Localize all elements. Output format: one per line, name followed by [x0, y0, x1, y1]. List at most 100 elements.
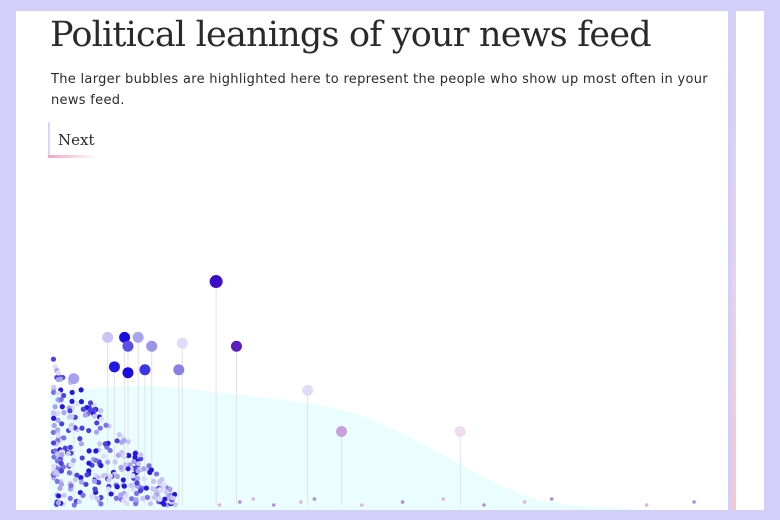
small-dot [91, 478, 98, 484]
small-dot [107, 447, 113, 454]
small-dot [55, 417, 61, 423]
small-dot [50, 440, 57, 446]
small-dot [76, 499, 82, 505]
small-dot [54, 478, 60, 484]
small-dot [71, 502, 77, 508]
small-dot [79, 425, 85, 431]
small-dot [137, 488, 144, 494]
small-dot [78, 387, 84, 393]
small-dot [169, 495, 175, 501]
small-dot [59, 452, 65, 458]
small-dot [482, 503, 486, 507]
small-dot [98, 501, 104, 507]
highlighted-bubble[interactable] [454, 426, 466, 437]
small-dot [62, 445, 68, 451]
small-dot [69, 398, 75, 404]
small-dot [61, 392, 67, 399]
small-dot [238, 500, 242, 504]
small-dot [143, 485, 149, 491]
small-dot [84, 472, 90, 478]
small-dot [79, 455, 85, 461]
small-dot [96, 479, 102, 486]
small-dot [68, 483, 74, 489]
small-dot [271, 503, 276, 507]
small-dot [51, 384, 57, 390]
highlighted-bubble[interactable] [176, 337, 188, 349]
small-dot [67, 495, 73, 501]
small-dot [70, 457, 77, 464]
highlighted-bubble[interactable] [119, 331, 131, 343]
small-dot [50, 356, 57, 362]
small-dot [120, 477, 126, 483]
highlighted-bubble[interactable] [173, 364, 185, 376]
small-dot [644, 503, 649, 507]
highlighted-bubble[interactable] [336, 426, 348, 437]
small-dot [57, 485, 63, 491]
small-dot [123, 493, 129, 499]
small-dot [89, 494, 95, 500]
small-dot [68, 425, 74, 432]
small-dot [133, 501, 139, 507]
small-dot [91, 407, 98, 413]
small-dot [138, 452, 144, 458]
small-dot [51, 422, 57, 429]
small-dot [133, 490, 140, 497]
small-dot [549, 497, 554, 501]
small-dot [157, 486, 163, 493]
highlighted-bubble[interactable] [146, 340, 158, 352]
highlighted-bubble[interactable] [122, 340, 134, 352]
small-dot [113, 495, 120, 501]
small-dot [56, 493, 62, 499]
small-dot [161, 482, 168, 488]
small-dot [112, 459, 118, 465]
page-title: Political leanings of your news feed [50, 15, 652, 55]
story-card: Political leanings of your news feed The… [16, 11, 728, 510]
small-dot [115, 452, 121, 458]
small-dot [87, 407, 93, 413]
small-dot [138, 456, 144, 462]
small-dot [135, 461, 142, 467]
small-dot [98, 408, 104, 414]
small-dot [78, 479, 85, 485]
highlighted-bubble[interactable] [139, 364, 151, 376]
highlighted-bubble[interactable] [68, 373, 80, 385]
small-dot [67, 408, 73, 414]
highlighted-bubble[interactable] [108, 361, 120, 373]
bubble-chart [50, 275, 728, 510]
small-dot [86, 460, 92, 466]
small-dot [74, 472, 80, 478]
small-dot [114, 473, 120, 480]
small-dot [135, 468, 141, 474]
small-dot [151, 478, 157, 484]
small-dot [55, 500, 62, 506]
highlighted-bubble[interactable] [102, 331, 114, 343]
highlighted-bubble[interactable] [302, 384, 314, 396]
small-dot [58, 376, 64, 382]
highlighted-bubble[interactable] [230, 340, 242, 352]
small-dot [114, 438, 120, 444]
small-dot [94, 420, 100, 426]
small-dot [61, 492, 67, 498]
small-dot [106, 477, 112, 483]
small-dot [148, 467, 155, 473]
highlighted-bubble[interactable] [209, 275, 223, 289]
small-dot [65, 450, 71, 457]
small-dot [53, 470, 60, 476]
highlighted-bubble[interactable] [132, 331, 144, 343]
small-dot [129, 496, 135, 502]
small-dots-layer [50, 356, 696, 508]
small-dot [133, 497, 139, 503]
small-dot [83, 481, 89, 487]
small-dot [128, 482, 134, 488]
small-dot [100, 473, 106, 479]
small-dot [94, 495, 101, 501]
next-button[interactable]: Next [48, 122, 98, 158]
small-dot [108, 491, 114, 497]
highlighted-bubble[interactable] [122, 367, 134, 379]
small-dot [124, 500, 130, 507]
scroll-track[interactable] [732, 11, 736, 510]
scrollbar[interactable] [732, 11, 764, 510]
small-dot [157, 496, 163, 502]
small-dot [172, 502, 178, 508]
small-dot [101, 453, 107, 459]
